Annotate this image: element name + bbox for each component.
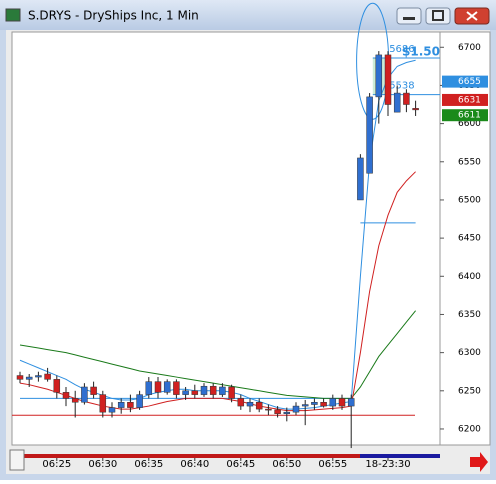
- scroll-handle[interactable]: [9, 449, 25, 471]
- candle-body: [255, 401, 263, 410]
- candle-body: [16, 375, 24, 380]
- candle-body: [145, 381, 153, 395]
- minimize-button[interactable]: [396, 7, 422, 25]
- candle-body: [338, 398, 346, 407]
- candle-body: [347, 398, 355, 407]
- candle-body: [53, 379, 61, 393]
- candle-body: [393, 92, 401, 113]
- x-tick-label: 06:40: [180, 459, 209, 470]
- time-bar-session: [360, 454, 440, 458]
- candle-body: [182, 390, 189, 395]
- candle-body: [384, 54, 392, 105]
- price-tag-label: 6655: [458, 77, 481, 87]
- candle-body: [311, 401, 318, 405]
- candle-body: [246, 401, 254, 407]
- candle-body: [62, 392, 70, 399]
- time-bar: [12, 454, 440, 458]
- window-title: S.DRYS - DryShips Inc, 1 Min: [28, 9, 199, 23]
- candle-body: [163, 381, 171, 393]
- candle-body: [412, 108, 419, 111]
- candle-body: [117, 401, 125, 408]
- candle-body: [25, 376, 33, 380]
- candle-body: [200, 385, 208, 395]
- x-tick-label: 06:25: [42, 459, 71, 470]
- y-tick-label: 6200: [458, 424, 481, 434]
- x-tick-label: 18-23:30: [365, 459, 410, 470]
- x-tick-label: 06:50: [272, 459, 301, 470]
- x-tick-label: 06:45: [226, 459, 255, 470]
- y-tick-label: 6250: [458, 386, 481, 396]
- candle-body: [301, 404, 309, 407]
- level-label: 5686: [389, 44, 414, 55]
- x-tick-label: 06:35: [134, 459, 163, 470]
- y-tick-label: 6600: [458, 119, 481, 129]
- y-tick-label: 6400: [458, 272, 481, 282]
- y-tick-label: 6300: [458, 348, 481, 358]
- y-tick-label: 6550: [458, 157, 481, 167]
- candle-body: [173, 381, 180, 395]
- candle-body: [127, 401, 134, 408]
- candle-body: [154, 381, 162, 393]
- level-label: 5538: [389, 81, 414, 92]
- candle-body: [228, 386, 235, 399]
- scroll-right-arrow[interactable]: [470, 452, 488, 472]
- x-tick-label: 06:30: [88, 459, 117, 470]
- candle-body: [320, 401, 327, 407]
- candle-body: [219, 386, 226, 395]
- y-tick-label: 6450: [458, 234, 481, 244]
- candle-body: [71, 398, 79, 403]
- minimize-icon: [403, 17, 415, 20]
- x-tick-label: 06:55: [318, 459, 347, 470]
- candle-body: [136, 394, 143, 408]
- price-tag: [442, 109, 488, 122]
- price-tag-label: 6631: [458, 95, 481, 105]
- y-tick-label: 6700: [458, 43, 481, 53]
- candle-body: [99, 394, 107, 413]
- price-change-annotation: $1.50: [402, 45, 440, 59]
- price-tag: [442, 93, 488, 106]
- close-icon: [466, 11, 478, 21]
- candle-body: [90, 386, 97, 395]
- y-tick-label: 6350: [458, 310, 481, 320]
- candle-body: [35, 375, 42, 378]
- candle-body: [209, 385, 217, 395]
- candle-body: [357, 157, 364, 201]
- candle-body: [366, 96, 373, 174]
- app-icon: [5, 8, 21, 22]
- candle-body: [44, 373, 51, 380]
- candle-body: [265, 408, 272, 411]
- candle-body: [237, 398, 245, 407]
- price-tag-label: 6611: [458, 111, 481, 121]
- y-tick-label: 6500: [458, 195, 481, 205]
- candle-body: [292, 405, 300, 413]
- candle-body: [283, 411, 291, 414]
- price-tag: [442, 75, 488, 88]
- maximize-icon: [432, 10, 444, 21]
- candle-body: [375, 54, 383, 98]
- candle-body: [108, 407, 116, 413]
- candle-body: [191, 390, 199, 395]
- candle-body: [329, 398, 337, 407]
- candle-body: [403, 92, 410, 105]
- candle-body: [81, 386, 88, 403]
- candle-body: [274, 409, 281, 414]
